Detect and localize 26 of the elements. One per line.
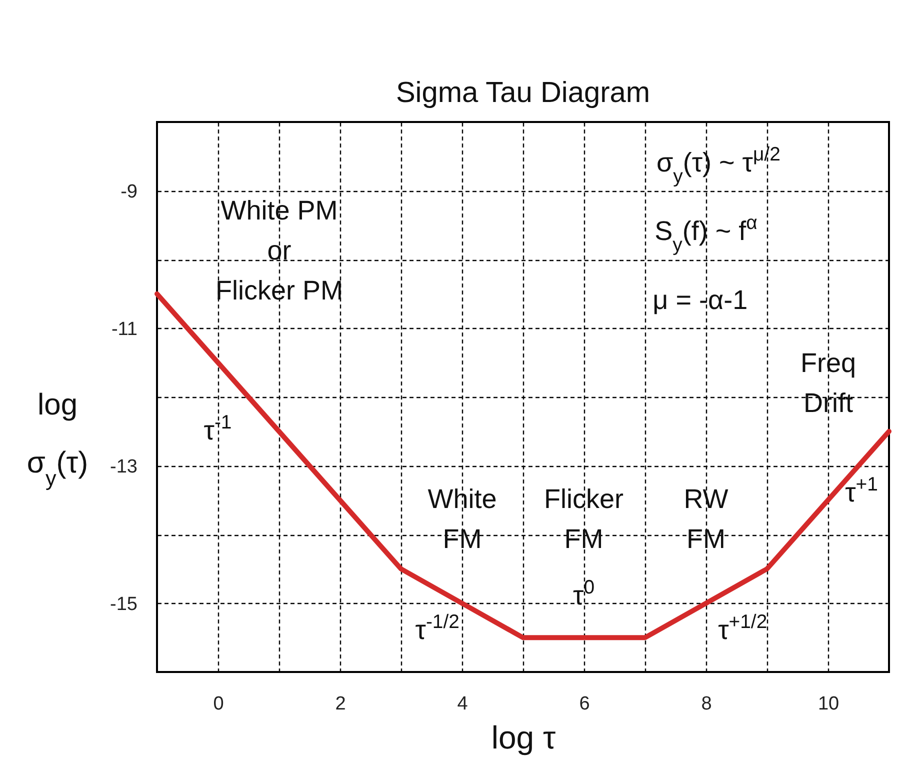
annotation: Flicker FM xyxy=(544,484,624,554)
annotation: Freq Drift xyxy=(800,348,856,418)
x-tick-label: 6 xyxy=(579,694,590,714)
y-tick-label: -11 xyxy=(111,318,138,340)
x-tick-label: 8 xyxy=(701,694,712,714)
annotation: μ = -α-1 xyxy=(652,284,748,315)
y-tick-label: -9 xyxy=(120,181,138,202)
annotation: White FM xyxy=(428,484,497,554)
y-axis-title: log σ$_{y}$(τ) xyxy=(26,388,88,490)
x-tick-label: 4 xyxy=(457,694,468,714)
y-tick-label: -13 xyxy=(110,456,138,478)
annotation: τ$^{+1/2}$ xyxy=(718,610,768,645)
chart-title: Sigma Tau Diagram xyxy=(396,77,650,109)
x-tick-label: 2 xyxy=(335,694,346,714)
annotation: S$_{y}$(f) ~ f$^{α}$ xyxy=(654,212,758,256)
y-tick-label: -15 xyxy=(110,594,138,615)
annotation: τ$^{0}$ xyxy=(573,576,595,610)
x-tick-label: 10 xyxy=(818,694,840,714)
annotation: σ$_{y}$(τ) ~ τ$^{μ/2}$ xyxy=(656,143,780,188)
annotation: White PM or Flicker PM xyxy=(215,195,343,306)
annotation: τ$^{+1}$ xyxy=(845,473,878,508)
x-axis-title: log τ xyxy=(491,720,556,756)
x-tick-label: 0 xyxy=(213,694,224,714)
annotation: RW FM xyxy=(684,484,729,554)
annotation: τ$^{-1/2}$ xyxy=(415,610,460,645)
annotation: τ$^{-1}$ xyxy=(204,411,232,446)
